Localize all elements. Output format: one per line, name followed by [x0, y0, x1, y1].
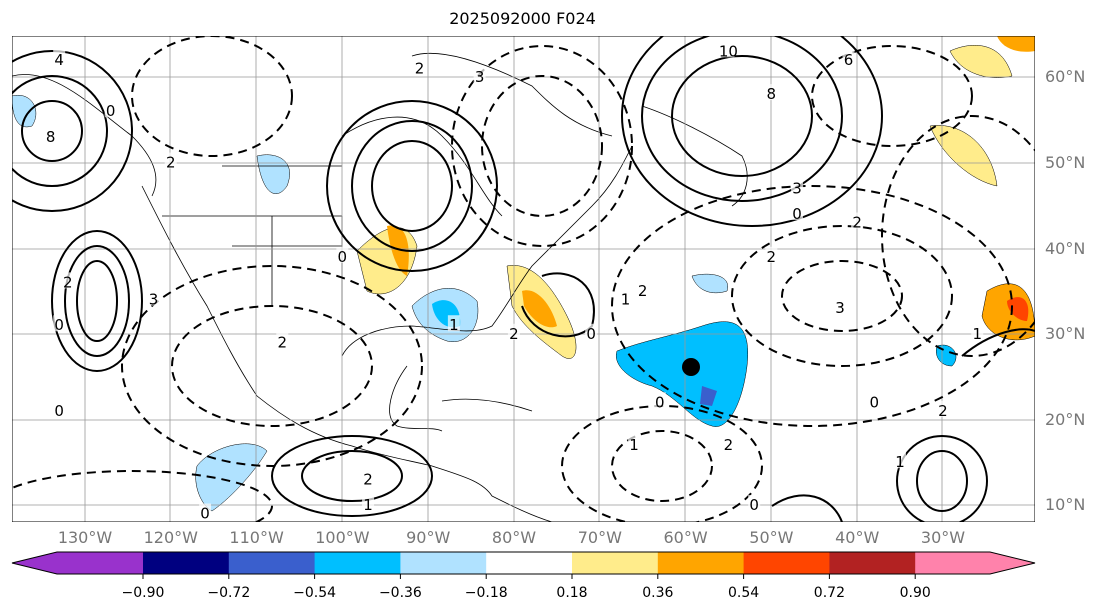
negative-anomaly-region — [195, 443, 268, 512]
lon-label: 40°W — [835, 528, 880, 547]
negative-anomaly-region — [12, 94, 37, 128]
storm-center-marker — [682, 358, 700, 376]
contour-label: 2 — [767, 248, 777, 266]
colorbar-swatch — [314, 552, 401, 574]
colorbar-swatch — [400, 552, 487, 574]
colorbar-tick-label: 0.36 — [642, 585, 674, 601]
contour-label: 3 — [475, 68, 485, 86]
colorbar-swatch — [743, 552, 830, 574]
colorbar-tick-label: −0.90 — [121, 585, 165, 601]
lat-label: 50°N — [1045, 153, 1086, 172]
negative-anomaly-region — [691, 273, 728, 294]
negative-anomaly-region — [616, 321, 749, 427]
contour-label: 3 — [835, 299, 845, 317]
lat-label: 30°N — [1045, 324, 1086, 343]
positive-anomaly-region — [522, 290, 557, 328]
contour-label: 3 — [149, 291, 159, 309]
contour-label: 0 — [792, 205, 802, 223]
lon-label: 130°W — [57, 528, 113, 547]
contour-label: 10 — [719, 42, 738, 60]
contour-label: 1 — [895, 453, 905, 471]
contour-label: 6 — [844, 51, 854, 69]
contour-label: 2 — [509, 325, 519, 343]
positive-anomaly-region — [997, 36, 1035, 52]
lat-label: 20°N — [1045, 410, 1086, 429]
colorbar-swatch — [915, 552, 1035, 574]
contour-label: 0 — [338, 248, 348, 266]
contour-label: 2 — [638, 282, 648, 300]
colorbar-swatch — [228, 552, 316, 574]
positive-anomaly-region — [929, 125, 998, 187]
colorbar-tick-label: −0.72 — [207, 585, 251, 601]
contour-label: 0 — [106, 102, 116, 120]
lon-label: 120°W — [143, 528, 198, 547]
contour-label: 0 — [200, 505, 210, 522]
contour-label: 4 — [54, 51, 64, 69]
contour-label: 1 — [363, 496, 373, 514]
colorbar-tick-label: −0.18 — [464, 585, 508, 601]
contour-label: 2 — [277, 333, 287, 351]
lon-label: 60°W — [663, 528, 708, 547]
colorbar-swatch — [657, 552, 745, 574]
contour-label: 1 — [621, 291, 631, 309]
contour-label: 0 — [749, 496, 759, 514]
colorbar-swatch — [143, 552, 230, 574]
shaded-anomalies — [12, 36, 1035, 512]
lon-label: 80°W — [491, 528, 537, 547]
contour-label: 2 — [363, 470, 373, 488]
negative-anomaly-region — [936, 344, 957, 367]
contour-label: 8 — [46, 128, 56, 146]
colorbar-swatch — [829, 552, 916, 574]
lat-lon-grid — [12, 36, 1035, 522]
lon-label: 90°W — [406, 528, 451, 547]
contour-label: 0 — [54, 316, 64, 334]
colorbar-swatch — [572, 552, 659, 574]
colorbar-swatch — [12, 552, 143, 574]
contour-label: 2 — [938, 402, 948, 420]
contour-label: 2 — [415, 59, 425, 77]
lon-label: 30°W — [920, 528, 966, 547]
map-title: 2025092000 F024 — [449, 9, 596, 28]
colorbar-tick-label: 0.18 — [556, 585, 588, 601]
contour-label: 1 — [449, 316, 459, 334]
contour-label: 0 — [655, 393, 665, 411]
negative-anomaly-region — [256, 154, 290, 195]
colorbar-tick-label: 0.90 — [899, 585, 931, 601]
lon-label: 70°W — [577, 528, 622, 547]
lat-label: 40°N — [1045, 239, 1086, 258]
colorbar-swatch — [486, 552, 573, 574]
positive-anomaly-region — [387, 225, 409, 276]
contour-label: 2 — [166, 154, 176, 172]
colorbar-tick-label: −0.54 — [293, 585, 337, 601]
contour-label: 0 — [870, 393, 880, 411]
lat-label: 60°N — [1045, 67, 1086, 86]
colorbar-tick-label: 0.54 — [728, 585, 760, 601]
contour-label: 0 — [54, 402, 64, 420]
contour-label: 2 — [724, 436, 734, 454]
contour-label: 8 — [767, 85, 777, 103]
lon-label: 110°W — [229, 528, 284, 547]
lat-label: 10°N — [1045, 495, 1086, 514]
colorbar — [11, 551, 1036, 579]
contour-label: 0 — [586, 325, 596, 343]
lon-label: 50°W — [749, 528, 794, 547]
positive-anomaly-region — [1007, 297, 1029, 321]
positive-anomaly-region — [949, 45, 1013, 78]
contour-label: 1 — [629, 436, 639, 454]
lon-label: 100°W — [315, 528, 370, 547]
colorbar-tick-label: 0.72 — [813, 585, 845, 601]
contour-label: 2 — [852, 214, 862, 232]
negative-anomaly-region — [700, 386, 717, 406]
contour-label: 1 — [972, 325, 982, 343]
coastlines — [12, 52, 748, 522]
colorbar-tick-label: −0.36 — [378, 585, 422, 601]
contours — [12, 36, 1035, 522]
contour-label: 3 — [792, 179, 802, 197]
contour-label: 2 — [63, 273, 73, 291]
